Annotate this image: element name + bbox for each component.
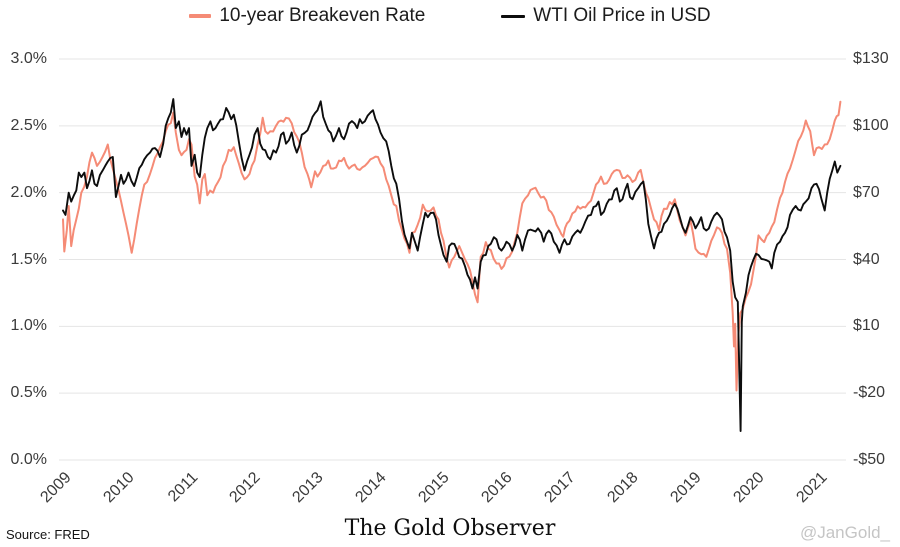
y-axis-label-right: $130: [853, 50, 889, 67]
chart-legend: 10-year Breakeven Rate WTI Oil Price in …: [0, 5, 900, 27]
y-axis-label-left: 2.5%: [10, 116, 47, 134]
breakeven-line-swatch: [189, 14, 212, 18]
breakeven-series-line: [62, 100, 842, 392]
y-axis-label-right: $10: [853, 317, 880, 335]
y-axis-label-left: 1.5%: [10, 250, 47, 268]
y-axis-label-left: 2.0%: [10, 183, 47, 201]
y-axis-label-right: $70: [853, 183, 880, 201]
y-axis-label-right: $40: [853, 250, 880, 268]
legend-item-wti: WTI Oil Price in USD: [501, 5, 711, 27]
wti-line-swatch: [501, 14, 526, 18]
y-axis-label-right: -$20: [853, 384, 886, 402]
chart-title: The Gold Observer: [344, 516, 556, 541]
y-axis-label-right: -$50: [853, 451, 886, 468]
y-axis-label-left: 3.0%: [10, 50, 47, 67]
source-note: Source: FRED: [6, 527, 90, 542]
twitter-handle: @JanGold_: [799, 523, 890, 542]
wti-series-line: [62, 98, 842, 432]
y-axis-label-left: 1.0%: [10, 317, 47, 335]
legend-item-breakeven: 10-year Breakeven Rate: [189, 5, 425, 27]
legend-label-wti: WTI Oil Price in USD: [533, 5, 711, 26]
y-axis-label-left: 0.5%: [10, 384, 47, 402]
y-axis-label-left: 0.0%: [10, 451, 47, 468]
horizontal-gridlines: [59, 58, 846, 461]
legend-label-breakeven: 10-year Breakeven Rate: [219, 5, 426, 26]
y-axis-label-right: $100: [853, 116, 889, 134]
